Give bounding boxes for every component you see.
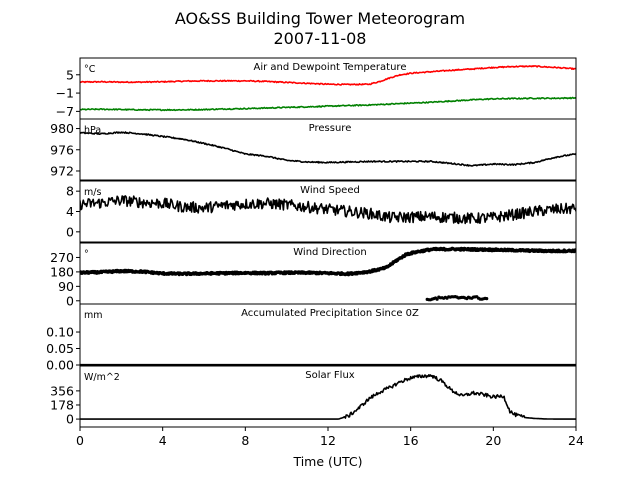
panel-unit-label: ° — [84, 249, 89, 260]
y-tick-label: 0.10 — [46, 325, 74, 340]
panel-unit-label: m/s — [84, 187, 101, 198]
y-tick-label: 356 — [50, 383, 74, 398]
panel-title: Solar Flux — [305, 370, 355, 381]
y-tick-label: 4 — [66, 204, 74, 219]
figure-title: AO&SS Building Tower Meteorogram — [175, 9, 465, 28]
wind-direction-point — [485, 297, 489, 301]
y-tick-label: 980 — [50, 121, 74, 136]
panel-6-series-1-line — [80, 374, 576, 420]
y-tick-label: 5 — [66, 67, 74, 82]
x-tick-label: 12 — [320, 433, 336, 448]
y-tick-label: 178 — [50, 397, 74, 412]
y-tick-label: 972 — [50, 163, 74, 178]
panel-2-series-1-line — [80, 131, 576, 167]
panel-unit-label: mm — [84, 310, 103, 321]
y-tick-label: 0.05 — [46, 341, 74, 356]
y-tick-label: 90 — [58, 279, 74, 294]
panel-data-group — [80, 195, 576, 225]
panel-data-group — [80, 65, 576, 112]
x-tick-label: 16 — [403, 433, 419, 448]
y-tick-label: 0.00 — [46, 358, 74, 373]
x-tick-label: 0 — [76, 433, 84, 448]
panel-1: 5 −1 −7 °C Air and Dewpoint Temperature — [56, 57, 577, 120]
y-tick-label: −1 — [56, 86, 74, 101]
panel-5: 0.100.05 0.00 mm Accumulated Precipitation … — [46, 303, 577, 373]
panel-1-series-2-line — [80, 96, 576, 112]
y-tick-label: 976 — [50, 142, 74, 157]
panel-title: Wind Direction — [293, 247, 367, 258]
panel-2: 980 976 972 hPa Pressure — [50, 118, 577, 181]
panel-title: Pressure — [309, 123, 352, 134]
x-tick-label: 8 — [241, 433, 249, 448]
y-tick-label: 0 — [66, 224, 74, 239]
panel-3-series-1-line — [80, 195, 576, 225]
panel-title: Accumulated Precipitation Since 0Z — [241, 308, 419, 319]
panels-group: 5 −1 −7 °C Air and Dewpoint Temperature 980 97… — [46, 57, 577, 428]
panel-1-series-1-line — [80, 65, 576, 86]
panel-data-group — [80, 131, 576, 167]
panel-unit-label: hPa — [84, 125, 101, 136]
panel-title: Wind Speed — [300, 185, 360, 196]
panel-unit-label: °C — [84, 64, 96, 75]
wind-direction-point — [573, 248, 576, 252]
x-axis-label: Time (UTC) — [292, 454, 362, 469]
panel-unit-label: W/m^2 — [84, 372, 120, 383]
y-tick-label: 0 — [66, 293, 74, 308]
x-axis: 0 4 8 12 16 20 24 — [76, 427, 584, 448]
y-tick-label: 180 — [50, 264, 74, 279]
panel-title: Air and Dewpoint Temperature — [254, 62, 407, 73]
y-tick-label: 8 — [66, 184, 74, 199]
y-tick-label: −7 — [56, 104, 74, 119]
y-tick-label: 0 — [66, 412, 74, 427]
figure-subtitle-date: 2007-11-08 — [274, 29, 367, 48]
panel-data-group — [80, 246, 576, 302]
panel-frame — [79, 303, 577, 366]
y-tick-label: 270 — [50, 250, 74, 265]
x-tick-label: 24 — [568, 433, 584, 448]
panel-data-group — [80, 374, 576, 420]
x-tick-label: 4 — [159, 433, 167, 448]
x-tick-label: 20 — [485, 433, 501, 448]
panel-3: 8 4 0 m/s Wind Speed — [66, 180, 577, 243]
